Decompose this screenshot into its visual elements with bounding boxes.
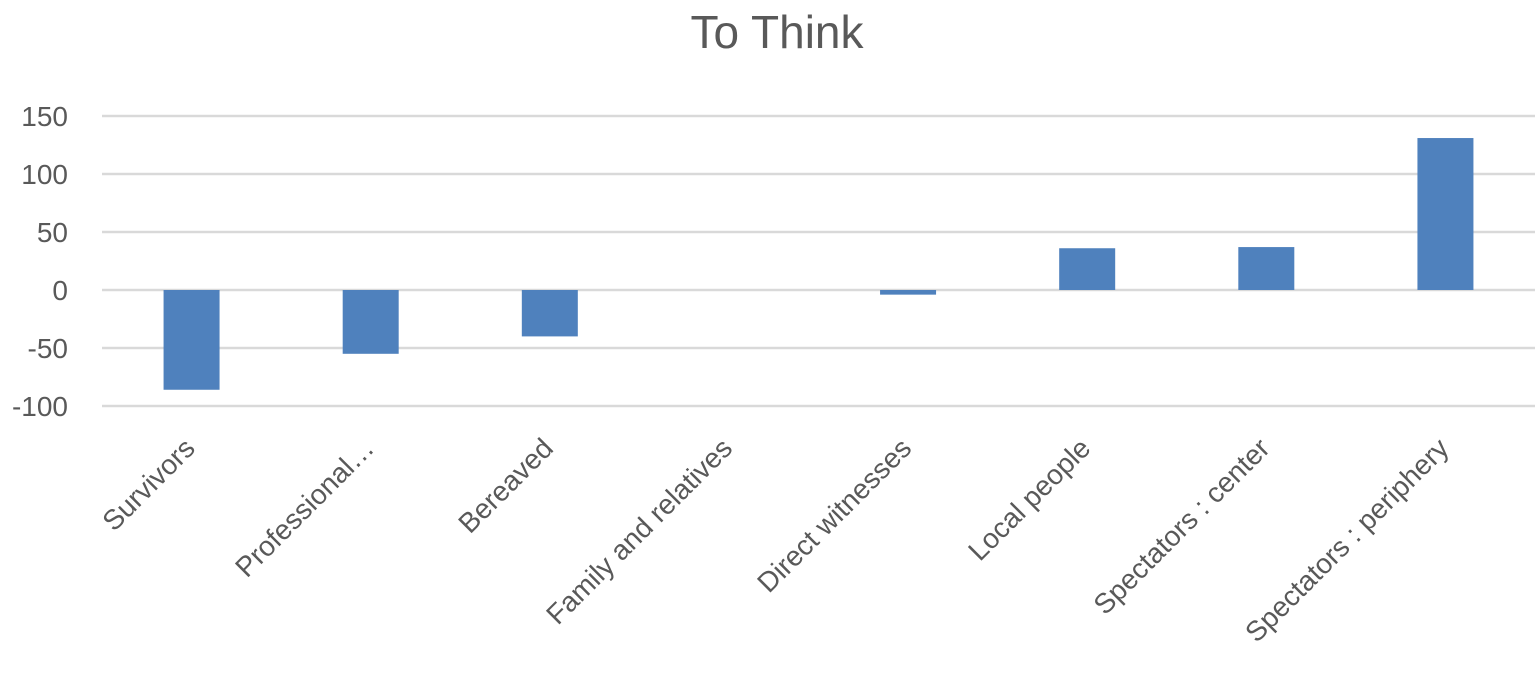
y-tick-label: 50 [37, 217, 68, 248]
x-category-label: Spectators : periphery [1239, 432, 1455, 648]
x-category-label: Professional… [229, 432, 380, 583]
y-tick-label: 0 [52, 275, 68, 306]
x-category-label: Bereaved [452, 432, 559, 539]
bar [1059, 248, 1116, 290]
y-axis-tick-labels: 150 100 50 0 -50 -100 [12, 101, 68, 422]
x-category-label: Family and relatives [540, 432, 738, 630]
y-tick-label: -50 [28, 333, 68, 364]
bar [880, 290, 937, 295]
bar [163, 290, 220, 390]
x-category-label: Direct witnesses [751, 432, 917, 598]
bars [163, 138, 1474, 390]
chart-title: To Think [690, 6, 864, 58]
x-category-label: Local people [962, 432, 1096, 566]
y-tick-label: 100 [21, 159, 68, 190]
y-tick-label: -100 [12, 391, 68, 422]
bar [521, 290, 578, 337]
y-tick-label: 150 [21, 101, 68, 132]
x-category-label: Spectators : center [1087, 432, 1275, 620]
x-category-label: Survivors [96, 432, 200, 536]
bar [342, 290, 399, 354]
bar [1238, 247, 1295, 290]
bar [1417, 138, 1474, 290]
gridlines [102, 114, 1535, 408]
